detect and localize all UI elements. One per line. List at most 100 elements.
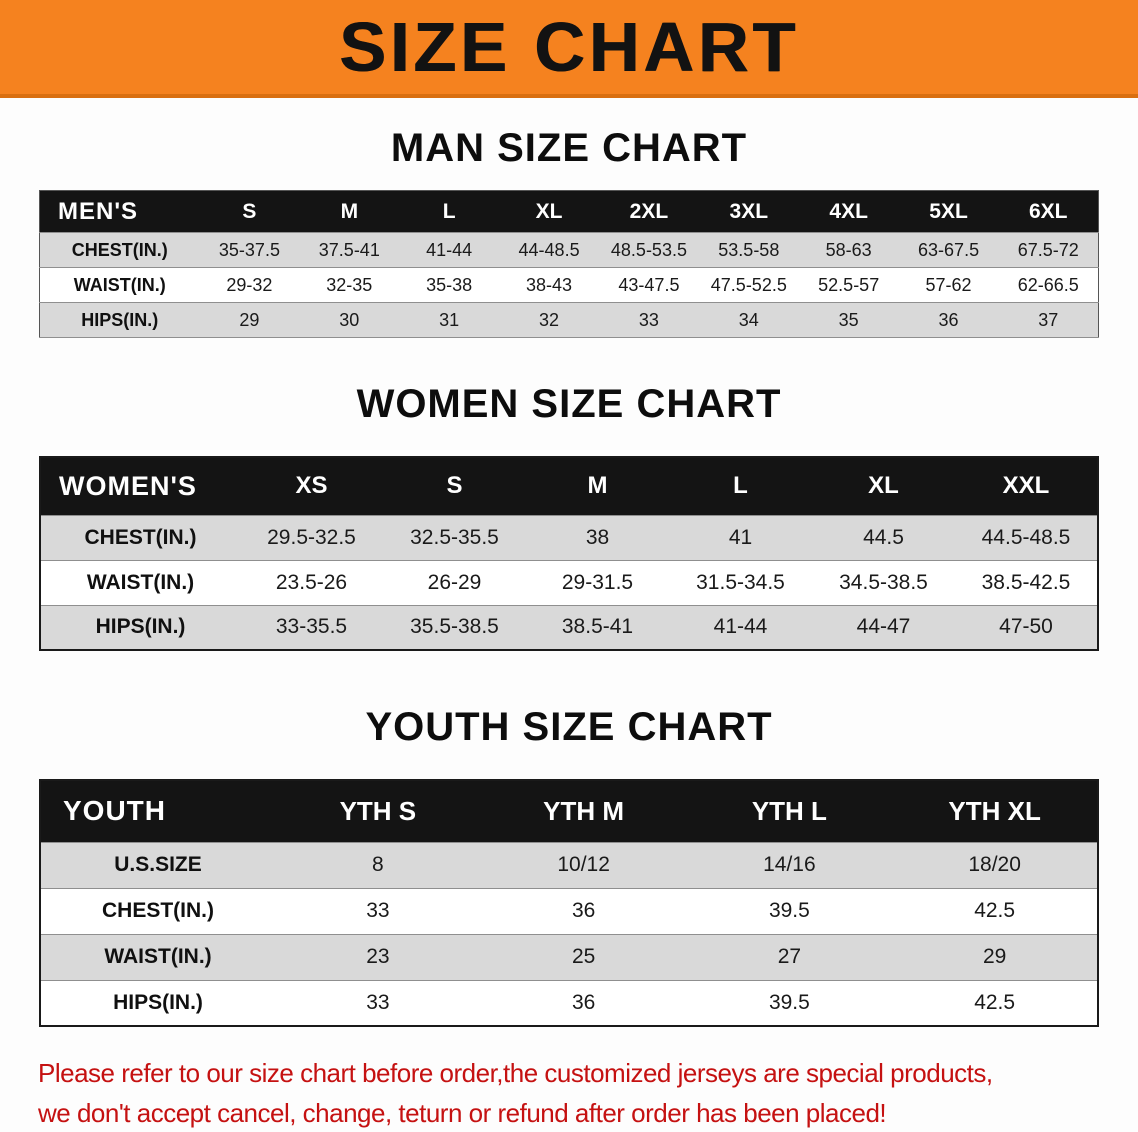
table-title-cell: MEN'S: [39, 190, 200, 233]
value-cell: 33: [366, 990, 390, 1014]
value-cell: 36: [571, 990, 596, 1014]
table-header-row: MEN'S S M L XL 2XL 3XL 4XL 5XL 6XL: [39, 190, 1099, 233]
value-cell: 38.5-42.5: [981, 570, 1071, 594]
value-cell: 34: [738, 309, 759, 330]
section-women: WOMEN SIZE CHART WOMEN'S XS S M L XL XXL CHEST(…: [0, 382, 1138, 651]
value-cell: 44-47: [856, 615, 911, 639]
value-cell: 30: [339, 309, 360, 330]
value-cell: 26-29: [427, 570, 482, 594]
value-cell: 62-66.5: [1017, 274, 1079, 295]
row-label-cell: WAIST(IN.): [104, 945, 212, 968]
youth-section-heading: YOUTH SIZE CHART: [365, 705, 773, 749]
value-cell: 36: [571, 899, 596, 922]
size-header-cell: YTH L: [686, 780, 893, 842]
value-cell: 39.5: [768, 990, 810, 1014]
table-row: HIPS(IN.) 33-35.5 35.5-38.5 38.5-41 41-44 44-…: [40, 605, 1098, 650]
value-cell: 35: [838, 309, 859, 330]
page-title: SIZE CHART: [339, 8, 799, 86]
women-size-table: WOMEN'S XS S M L XL XXL CHEST(IN.) 29.5-32.5 32.5…: [39, 456, 1099, 651]
value-cell: 41-44: [713, 615, 768, 639]
value-cell: 14/16: [763, 853, 816, 876]
value-cell: 48.5-53.5: [610, 239, 687, 260]
value-cell: 33: [638, 309, 659, 330]
men-section-heading: MAN SIZE CHART: [390, 126, 748, 170]
value-cell: 18/20: [968, 853, 1021, 876]
men-size-table: MEN'S S M L XL 2XL 3XL 4XL 5XL 6XL CHEST(IN.) 35-37…: [39, 190, 1099, 338]
size-header-cell: 6XL: [998, 190, 1099, 233]
row-label-cell: CHEST(IN.): [102, 899, 214, 922]
row-label-cell: CHEST(IN.): [84, 525, 197, 549]
value-cell: 37: [1038, 309, 1059, 330]
row-label-cell: CHEST(IN.): [71, 239, 168, 260]
section-youth: YOUTH SIZE CHART YOUTH YTH S YTH M YTH L YTH…: [0, 705, 1138, 1027]
value-cell: 63-67.5: [918, 239, 980, 260]
disclaimer-line-2: we don't accept cancel, change, teturn o…: [38, 1098, 887, 1129]
youth-size-table: YOUTH YTH S YTH M YTH L YTH XL U.S.SIZE 8 10/12…: [39, 779, 1099, 1027]
row-label-cell: WAIST(IN.): [86, 570, 195, 594]
size-header-cell: 3XL: [698, 190, 799, 233]
value-cell: 23.5-26: [275, 570, 348, 594]
value-cell: 29: [982, 945, 1007, 968]
value-cell: 32-35: [326, 274, 373, 295]
value-cell: 29: [239, 309, 260, 330]
value-cell: 32.5-35.5: [410, 525, 499, 549]
value-cell: 31.5-34.5: [696, 570, 785, 594]
table-row: WAIST(IN.) 23 25 27 29: [40, 934, 1098, 980]
value-cell: 42.5: [974, 990, 1016, 1014]
table-row: HIPS(IN.) 29 30 31 32 33 34 35 36 37: [39, 302, 1099, 338]
value-cell: 8: [372, 853, 384, 876]
size-header-cell: YTH XL: [892, 780, 1098, 842]
value-cell: 38: [585, 525, 610, 549]
value-cell: 29-31.5: [561, 570, 634, 594]
size-header-cell: 5XL: [898, 190, 999, 233]
value-cell: 10/12: [557, 853, 610, 876]
value-cell: 27: [777, 945, 802, 968]
value-cell: 29.5-32.5: [267, 525, 356, 549]
banner: SIZE CHART: [0, 0, 1138, 98]
table-row: CHEST(IN.) 29.5-32.5 32.5-35.5 38 41 44.5 44.5…: [40, 515, 1098, 560]
value-cell: 23: [366, 945, 390, 968]
value-cell: 47.5-52.5: [710, 274, 787, 295]
table-row: CHEST(IN.) 35-37.5 37.5-41 41-44 44-48.5 48.5…: [39, 232, 1099, 268]
row-label-cell: HIPS(IN.): [95, 615, 186, 639]
table-row: CHEST(IN.) 33 36 39.5 42.5: [40, 888, 1098, 934]
size-header-cell: S: [383, 457, 526, 515]
disclaimer-line-1: Please refer to our size chart before or…: [38, 1058, 993, 1088]
value-cell: 47-50: [999, 615, 1053, 639]
value-cell: 44.5: [863, 525, 904, 549]
size-header-cell: XL: [499, 190, 599, 233]
value-cell: 25: [571, 945, 596, 968]
size-header-cell: XS: [240, 457, 383, 515]
value-cell: 34.5-38.5: [839, 570, 928, 594]
row-label-cell: WAIST(IN.): [73, 274, 166, 295]
size-header-cell: YTH M: [480, 780, 687, 842]
value-cell: 53.5-58: [718, 239, 780, 260]
value-cell: 36: [938, 309, 959, 330]
size-header-cell: L: [399, 190, 500, 233]
value-cell: 33: [366, 899, 390, 922]
value-cell: 35.5-38.5: [410, 615, 499, 639]
size-header-cell: YTH S: [275, 780, 481, 842]
value-cell: 52.5-57: [818, 274, 880, 295]
value-cell: 33-35.5: [275, 615, 348, 639]
table-header-row: WOMEN'S XS S M L XL XXL: [40, 457, 1098, 515]
value-cell: 67.5-72: [1017, 239, 1079, 260]
size-header-cell: L: [669, 457, 812, 515]
size-header-cell: 4XL: [798, 190, 899, 233]
value-cell: 41-44: [426, 239, 473, 260]
value-cell: 35-38: [426, 274, 473, 295]
row-label-cell: HIPS(IN.): [113, 990, 203, 1014]
size-header-cell: XXL: [955, 457, 1098, 515]
size-header-cell: M: [299, 190, 400, 233]
value-cell: 44.5-48.5: [981, 525, 1071, 549]
table-title-cell: WOMEN'S: [40, 457, 240, 515]
value-cell: 41: [728, 525, 753, 549]
row-label-cell: U.S.SIZE: [114, 853, 202, 876]
value-cell: 32: [539, 309, 560, 330]
table-row: U.S.SIZE 8 10/12 14/16 18/20: [40, 842, 1098, 888]
size-header-cell: 2XL: [599, 190, 699, 233]
value-cell: 31: [439, 309, 460, 330]
women-section-heading: WOMEN SIZE CHART: [356, 382, 782, 426]
value-cell: 39.5: [768, 899, 810, 922]
